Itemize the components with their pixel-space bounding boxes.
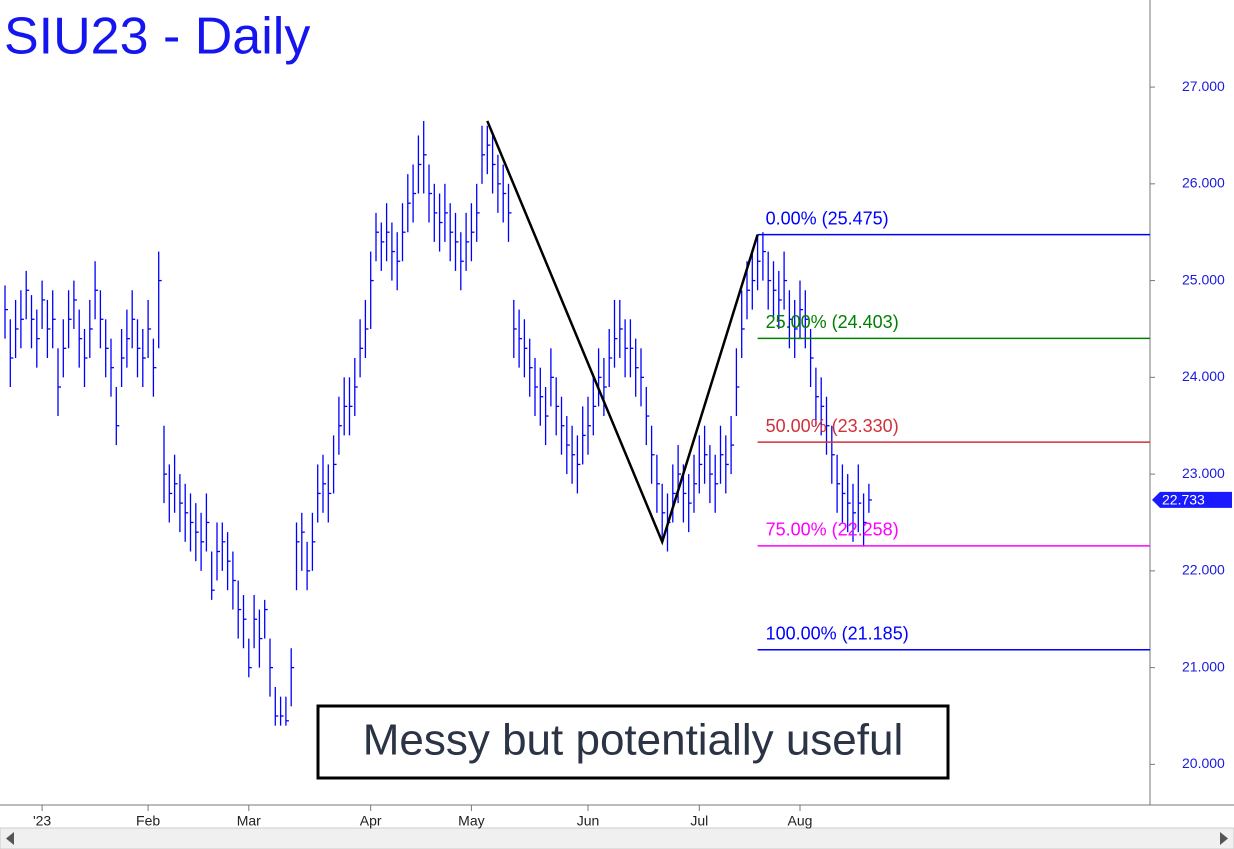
y-tick-label: 25.000 [1182, 271, 1225, 287]
y-tick-label: 26.000 [1182, 175, 1225, 191]
fib-label: 75.00% (22.258) [766, 520, 899, 540]
chart-title: SIU23 - Daily [4, 8, 310, 66]
scrollbar[interactable] [0, 827, 1234, 849]
annotation: Messy but potentially useful [363, 716, 904, 765]
x-tick-label: Mar [237, 813, 261, 829]
fib-label: 100.00% (21.185) [766, 623, 909, 643]
fib-label: 0.00% (25.475) [766, 208, 889, 228]
annotation-box [316, 704, 950, 780]
scroll-right[interactable] [1220, 832, 1228, 845]
y-tick-label: 23.000 [1182, 465, 1225, 481]
y-tick-label: 24.000 [1182, 368, 1225, 384]
scroll-left[interactable] [6, 832, 14, 845]
y-tick-label: 21.000 [1182, 658, 1225, 674]
x-tick-label: Aug [788, 813, 813, 829]
fib-label: 50.00% (23.330) [766, 416, 899, 436]
last-price-label: 22.733 [1162, 492, 1205, 508]
y-tick-label: 27.000 [1182, 78, 1225, 94]
y-tick-label: 20.000 [1182, 755, 1225, 771]
fib-label: 25.00% (24.403) [766, 312, 899, 332]
x-tick-label: May [458, 813, 484, 829]
pattern-line [486, 120, 759, 546]
x-tick-label: Apr [360, 813, 382, 829]
x-tick-label: Feb [136, 813, 160, 829]
x-tick-label: Jun [577, 813, 600, 829]
last-price-tag [1152, 491, 1232, 508]
y-tick-label: 22.000 [1182, 562, 1225, 578]
plot-area: 0.00% (25.475) 25.00% (24.403) 50.00% (23.… [4, 86, 1155, 811]
x-tick-label: Jul [690, 813, 708, 829]
x-tick-label: '23 [33, 813, 51, 829]
